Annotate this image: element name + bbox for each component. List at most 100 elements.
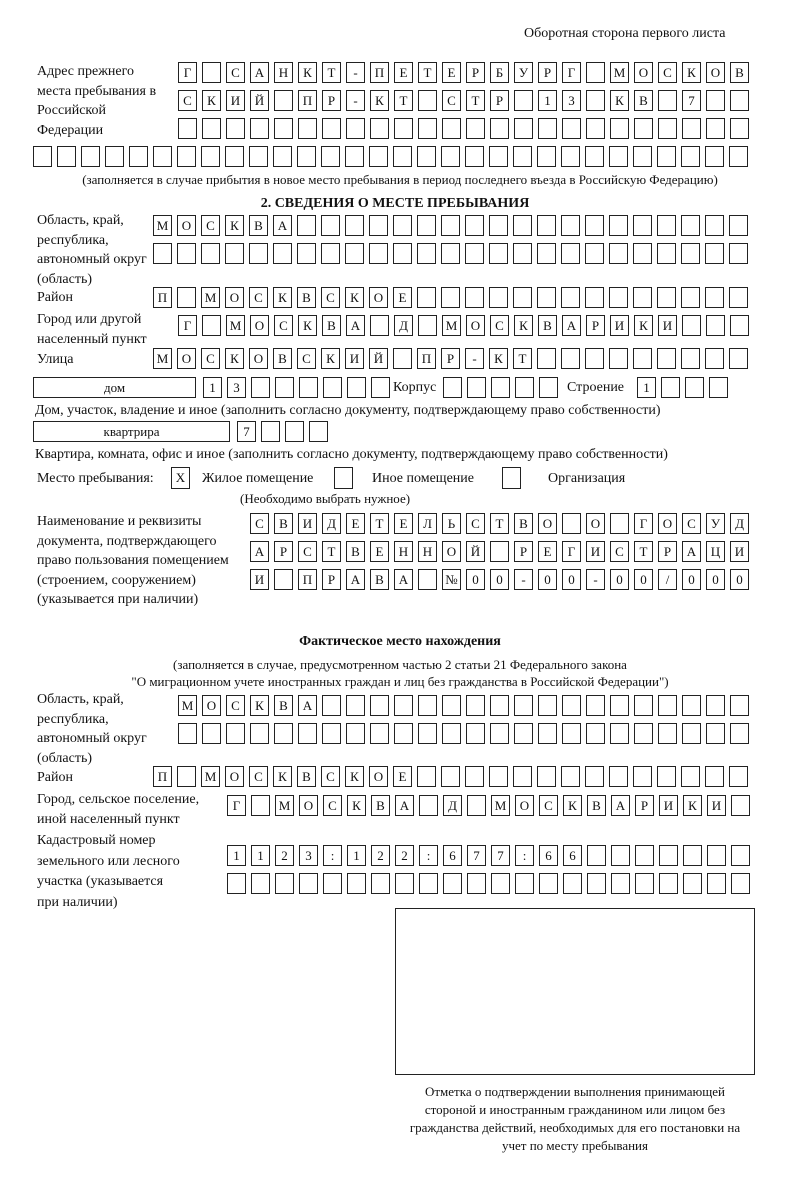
char-cell[interactable]: В xyxy=(514,513,533,534)
char-cell[interactable] xyxy=(274,569,293,590)
char-cell[interactable]: 7 xyxy=(491,845,510,866)
char-cell[interactable]: В xyxy=(370,569,389,590)
char-cell[interactable]: К xyxy=(683,795,702,816)
char-cell[interactable]: Т xyxy=(466,90,485,111)
char-cell[interactable]: Н xyxy=(418,541,437,562)
char-cell[interactable]: С xyxy=(274,315,293,336)
char-cell[interactable] xyxy=(467,795,486,816)
char-cell[interactable]: Т xyxy=(370,513,389,534)
char-cell[interactable]: Е xyxy=(346,513,365,534)
char-cell[interactable]: К xyxy=(634,315,653,336)
char-cell[interactable] xyxy=(489,215,508,236)
char-cell[interactable]: Р xyxy=(322,569,341,590)
char-cell[interactable] xyxy=(731,795,750,816)
char-cell[interactable] xyxy=(513,243,532,264)
char-cell[interactable]: М xyxy=(491,795,510,816)
char-cell[interactable] xyxy=(489,287,508,308)
char-cell[interactable]: Е xyxy=(394,513,413,534)
char-cell[interactable] xyxy=(562,513,581,534)
char-cell[interactable] xyxy=(707,873,726,894)
char-cell[interactable]: Т xyxy=(418,62,437,83)
char-cell[interactable]: О xyxy=(538,513,557,534)
char-cell[interactable]: В xyxy=(249,215,268,236)
char-cell[interactable] xyxy=(609,146,628,167)
char-cell[interactable] xyxy=(658,723,677,744)
char-cell[interactable] xyxy=(514,118,533,139)
char-cell[interactable] xyxy=(610,118,629,139)
char-cell[interactable] xyxy=(681,215,700,236)
char-cell[interactable] xyxy=(681,348,700,369)
char-cell[interactable] xyxy=(323,377,342,398)
char-cell[interactable]: Н xyxy=(394,541,413,562)
char-cell[interactable] xyxy=(609,348,628,369)
char-cell[interactable] xyxy=(395,873,414,894)
char-cell[interactable]: К xyxy=(370,90,389,111)
char-cell[interactable]: Л xyxy=(418,513,437,534)
char-cell[interactable] xyxy=(587,873,606,894)
char-cell[interactable] xyxy=(465,287,484,308)
char-cell[interactable] xyxy=(586,723,605,744)
char-cell[interactable] xyxy=(729,215,748,236)
char-cell[interactable]: 2 xyxy=(395,845,414,866)
char-cell[interactable]: 0 xyxy=(466,569,485,590)
char-cell[interactable]: С xyxy=(442,90,461,111)
char-cell[interactable]: К xyxy=(273,287,292,308)
char-cell[interactable]: С xyxy=(226,62,245,83)
char-cell[interactable] xyxy=(515,377,534,398)
char-cell[interactable] xyxy=(610,513,629,534)
char-cell[interactable] xyxy=(442,723,461,744)
char-cell[interactable]: О xyxy=(634,62,653,83)
char-cell[interactable] xyxy=(538,118,557,139)
char-cell[interactable]: К xyxy=(321,348,340,369)
char-cell[interactable] xyxy=(657,766,676,787)
char-cell[interactable] xyxy=(299,377,318,398)
char-cell[interactable] xyxy=(681,287,700,308)
char-cell[interactable]: С xyxy=(226,695,245,716)
char-cell[interactable]: К xyxy=(563,795,582,816)
apartment-type-field[interactable]: квартрира xyxy=(33,421,230,442)
char-cell[interactable]: П xyxy=(153,766,172,787)
char-cell[interactable] xyxy=(81,146,100,167)
char-cell[interactable] xyxy=(537,287,556,308)
char-cell[interactable]: Е xyxy=(394,62,413,83)
char-cell[interactable] xyxy=(514,695,533,716)
char-cell[interactable] xyxy=(250,723,269,744)
char-cell[interactable] xyxy=(585,348,604,369)
char-cell[interactable] xyxy=(585,215,604,236)
char-cell[interactable] xyxy=(537,146,556,167)
char-cell[interactable] xyxy=(371,873,390,894)
char-cell[interactable] xyxy=(609,243,628,264)
char-cell[interactable] xyxy=(731,873,750,894)
char-cell[interactable]: 7 xyxy=(682,90,701,111)
char-cell[interactable]: В xyxy=(297,287,316,308)
char-cell[interactable]: И xyxy=(226,90,245,111)
char-cell[interactable] xyxy=(661,377,680,398)
char-cell[interactable] xyxy=(177,287,196,308)
char-cell[interactable]: В xyxy=(274,513,293,534)
char-cell[interactable] xyxy=(418,118,437,139)
char-cell[interactable]: О xyxy=(177,348,196,369)
char-cell[interactable] xyxy=(225,243,244,264)
char-cell[interactable] xyxy=(705,243,724,264)
char-cell[interactable] xyxy=(682,315,701,336)
char-cell[interactable]: О xyxy=(202,695,221,716)
char-cell[interactable]: С xyxy=(298,541,317,562)
char-cell[interactable]: О xyxy=(706,62,725,83)
char-cell[interactable]: 7 xyxy=(467,845,486,866)
char-cell[interactable]: У xyxy=(514,62,533,83)
char-cell[interactable]: 6 xyxy=(443,845,462,866)
char-cell[interactable] xyxy=(202,315,221,336)
char-cell[interactable] xyxy=(443,377,462,398)
char-cell[interactable]: А xyxy=(346,315,365,336)
char-cell[interactable]: И xyxy=(345,348,364,369)
char-cell[interactable] xyxy=(657,243,676,264)
char-cell[interactable] xyxy=(562,723,581,744)
char-cell[interactable]: С xyxy=(201,215,220,236)
char-cell[interactable]: 6 xyxy=(563,845,582,866)
char-cell[interactable]: Г xyxy=(227,795,246,816)
char-cell[interactable] xyxy=(226,118,245,139)
char-cell[interactable]: Е xyxy=(370,541,389,562)
char-cell[interactable] xyxy=(683,845,702,866)
char-cell[interactable]: 1 xyxy=(347,845,366,866)
char-cell[interactable] xyxy=(442,118,461,139)
